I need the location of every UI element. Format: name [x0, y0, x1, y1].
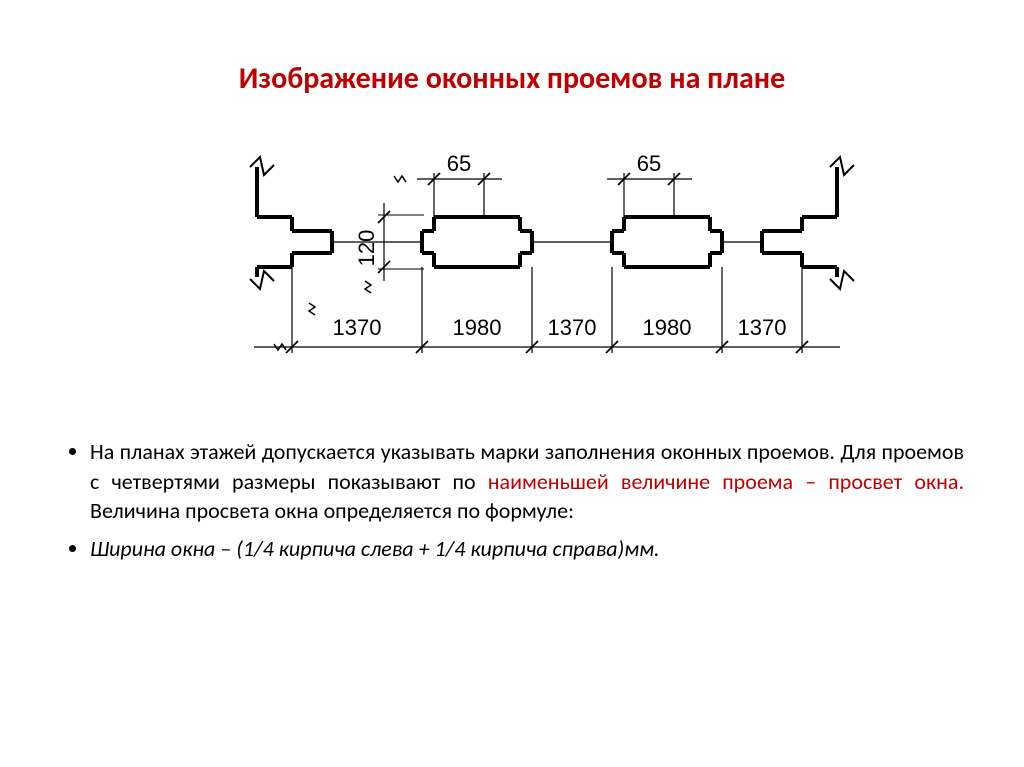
- svg-text:65: 65: [447, 151, 471, 176]
- svg-text:1980: 1980: [453, 315, 502, 340]
- diagram-container: 65 65 120 1370 1980 1370 1980 1370: [60, 127, 964, 387]
- bullet-2: Ширина окна – (1/4 кирпича слева + 1/4 к…: [90, 534, 964, 564]
- svg-text:120: 120: [354, 230, 379, 267]
- page-title: Изображение оконных проемов на плане: [60, 60, 964, 97]
- svg-text:1980: 1980: [643, 315, 692, 340]
- svg-text:1370: 1370: [333, 315, 382, 340]
- bullet-1: На планах этажей допускается указывать м…: [90, 437, 964, 526]
- bullet-2-text: Ширина окна – (1/4 кирпича слева + 1/4 к…: [90, 535, 660, 562]
- bullet-list: На планах этажей допускается указывать м…: [60, 437, 964, 564]
- window-plan-diagram: 65 65 120 1370 1980 1370 1980 1370: [162, 127, 862, 387]
- bullet-1-text-b: Величина просвета окна определяется по ф…: [90, 497, 574, 524]
- svg-text:65: 65: [637, 151, 661, 176]
- bullet-1-highlight: наименьшей величине проема – просвет окн…: [488, 468, 964, 495]
- svg-text:1370: 1370: [738, 315, 787, 340]
- svg-text:1370: 1370: [548, 315, 597, 340]
